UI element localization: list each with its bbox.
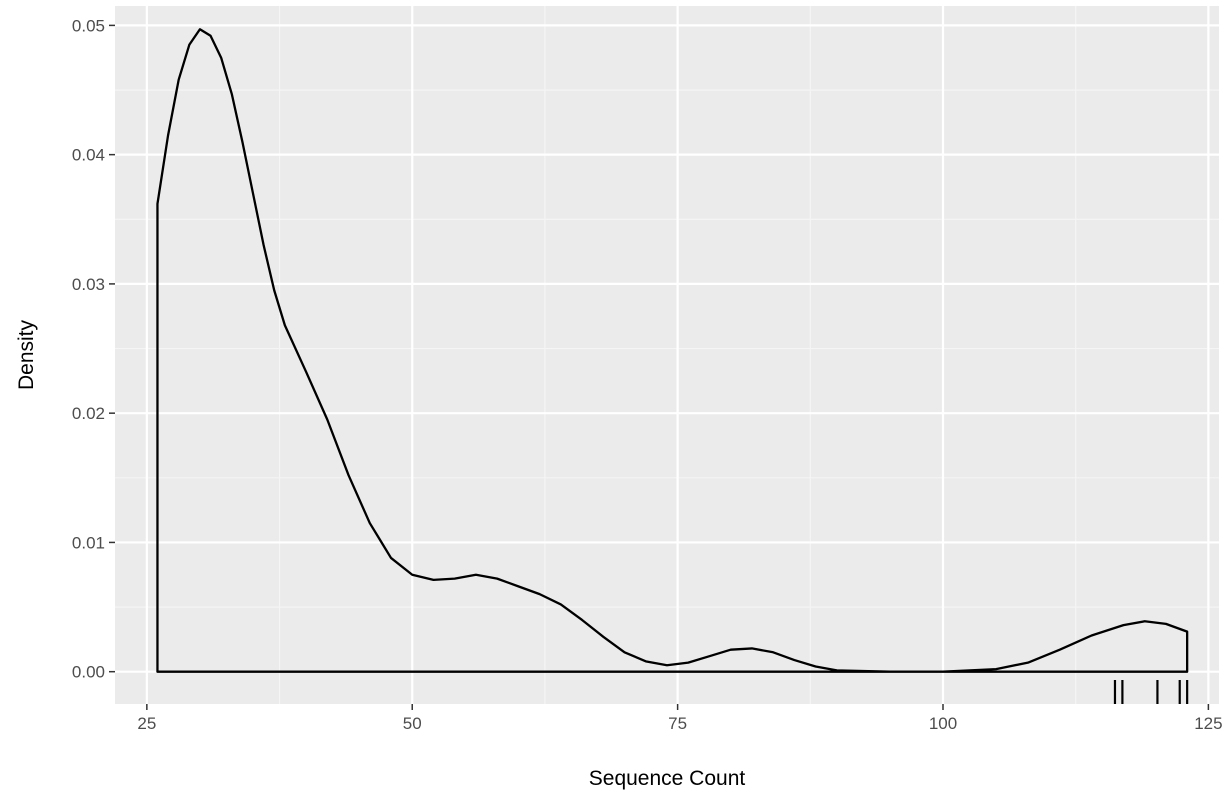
- x-axis: 25 50 75 100 125: [137, 704, 1223, 733]
- y-tick-label: 0.02: [72, 404, 105, 423]
- y-tick-label: 0.05: [72, 16, 105, 35]
- y-axis: 0.00 0.01 0.02 0.03 0.04 0.05: [72, 16, 115, 682]
- plot-panel: [115, 6, 1219, 704]
- y-tick-label: 0.03: [72, 275, 105, 294]
- density-curve: [156, 28, 1189, 673]
- x-axis-title: Sequence Count: [589, 767, 746, 790]
- y-tick-label: 0.00: [72, 663, 105, 682]
- x-tick-label: 25: [137, 714, 156, 733]
- density-curve-layer: [156, 28, 1189, 673]
- y-axis-title: Density: [15, 319, 38, 390]
- x-tick-label: 75: [668, 714, 687, 733]
- rug-layer: [1113, 680, 1189, 704]
- x-tick-label: 50: [403, 714, 422, 733]
- y-tick-label: 0.01: [72, 533, 105, 552]
- x-tick-label: 100: [929, 714, 957, 733]
- y-tick-label: 0.04: [72, 146, 105, 165]
- x-tick-label: 125: [1194, 714, 1222, 733]
- panel-background: [115, 6, 1219, 704]
